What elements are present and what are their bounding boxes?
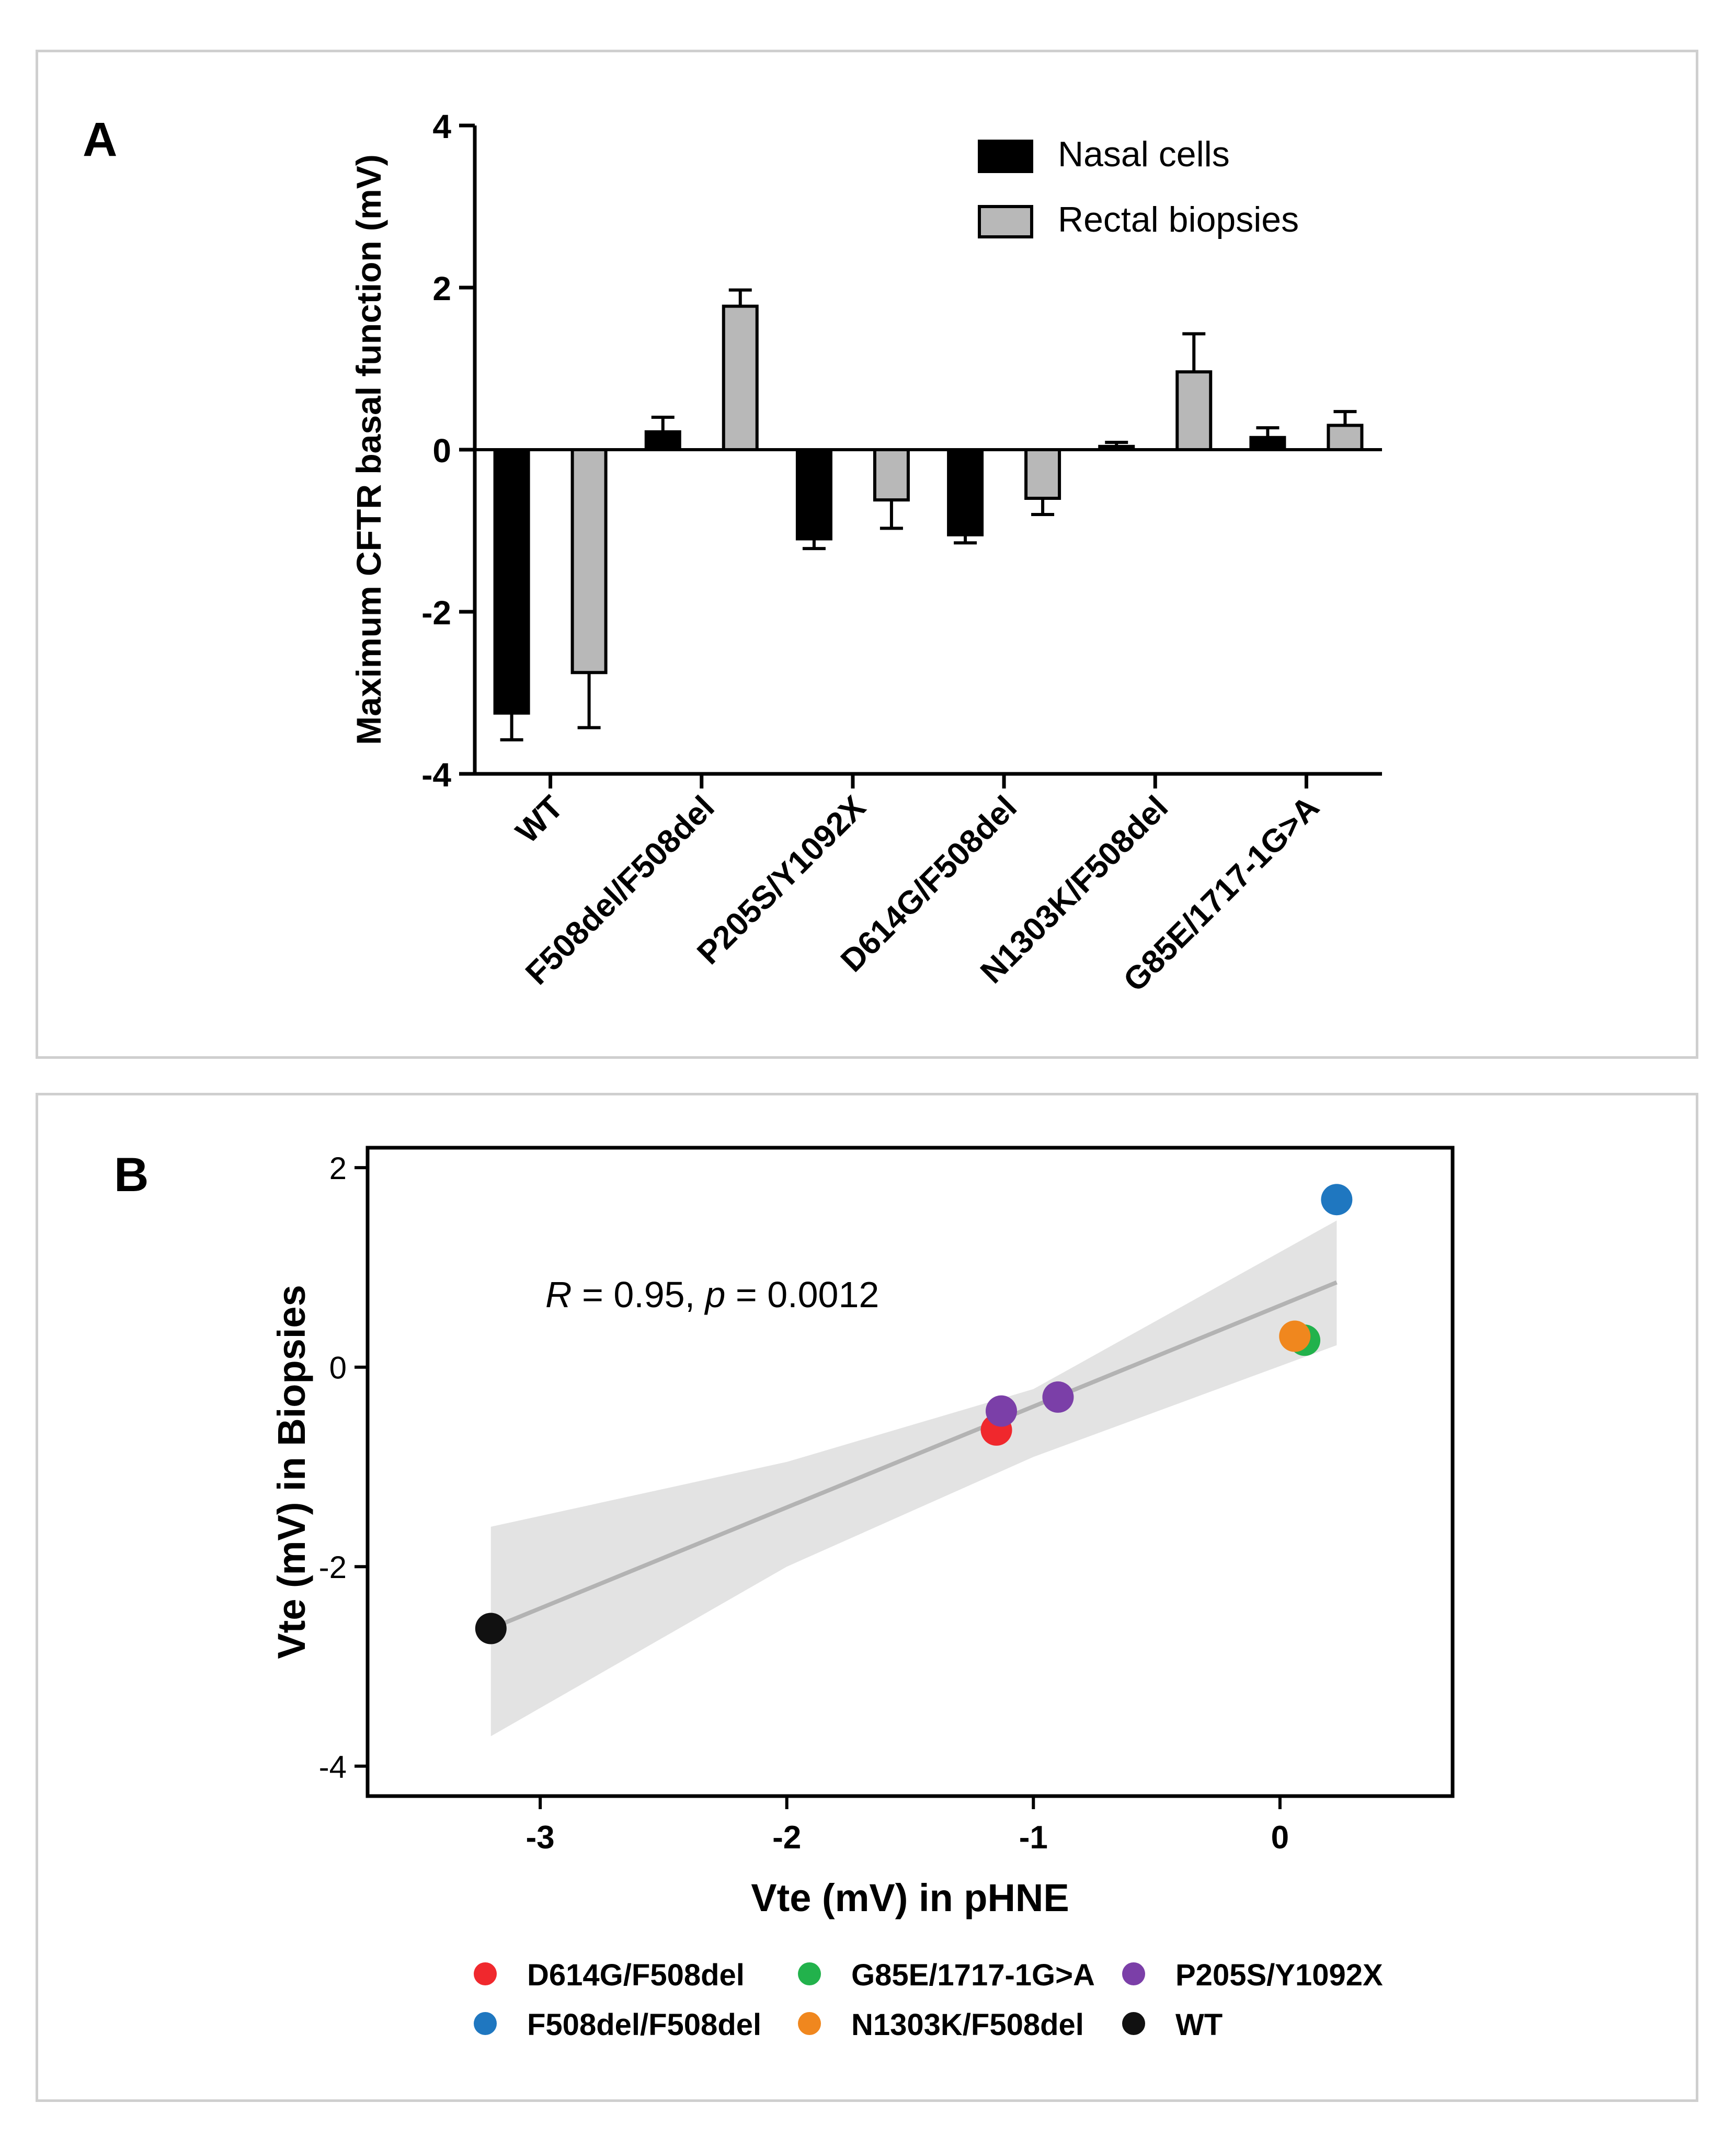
data-point <box>1279 1320 1311 1352</box>
bar <box>644 430 681 452</box>
legend-dot <box>474 2012 497 2035</box>
data-point <box>985 1395 1017 1427</box>
y-tick-label: 2 <box>432 270 451 307</box>
bar <box>493 448 530 715</box>
plot-frame <box>366 1146 1455 1798</box>
x-tick-label: -2 <box>772 1820 801 1856</box>
y-tick-label: 2 <box>329 1151 347 1186</box>
bar <box>947 448 984 536</box>
bar <box>1249 436 1286 451</box>
bar-chart: -4 -2 0 2 4 Maximum CFTR basal function (mV) W… <box>349 108 1382 999</box>
bar <box>1175 370 1213 452</box>
data-point <box>475 1613 507 1644</box>
bar <box>722 304 759 451</box>
legend-dot <box>798 2012 821 2035</box>
annotation-part: p <box>704 1274 725 1315</box>
scatter-chart: -3 -2 -1 0 -4 -2 0 2 Vte (mV) in pHNE Vte (mV) in… <box>270 1146 1455 2042</box>
x-tick-label: -3 <box>526 1820 555 1856</box>
annotation-part: = 0.95, <box>572 1274 705 1315</box>
legend-dot <box>474 1962 497 1985</box>
legend-label: N1303K/F508del <box>851 2008 1084 2042</box>
legend-dot <box>1122 1962 1145 1985</box>
panel-a: A -4 -2 0 2 4 Maximum CFTR basal function (mV… <box>36 50 1698 1059</box>
panel-b: B -3 -2 -1 0 -4 -2 0 2 Vte (mV) in pHNE Vte (mV) … <box>36 1093 1698 2102</box>
legend-label: Nasal cells <box>1058 134 1230 174</box>
x-tick-label: WT <box>509 789 570 850</box>
legend-label: F508del/F508del <box>527 2008 761 2042</box>
data-point <box>1042 1381 1074 1413</box>
legend-dot <box>798 1962 821 1985</box>
y-axis-title: Maximum CFTR basal function (mV) <box>349 154 388 745</box>
legend-label: P205S/Y1092X <box>1175 1958 1383 1992</box>
bar <box>1327 424 1364 451</box>
y-axis-title: Vte (mV) in Biopsies <box>270 1285 313 1659</box>
legend-swatch <box>978 205 1033 238</box>
bar <box>570 448 608 675</box>
regression-line <box>490 1280 1338 1631</box>
y-tick-label: 4 <box>432 108 451 145</box>
bar <box>1098 444 1135 451</box>
data-point <box>1321 1184 1353 1216</box>
panel-a-label: A <box>83 113 118 166</box>
correlation-annotation: R = 0.95, p = 0.0012 <box>545 1274 879 1315</box>
x-tick-label: -1 <box>1019 1820 1048 1856</box>
legend-label: D614G/F508del <box>527 1958 745 1992</box>
bar <box>795 448 832 541</box>
panel-b-label: B <box>114 1148 149 1202</box>
x-tick-label: 0 <box>1271 1820 1289 1856</box>
legend-swatch <box>978 140 1033 173</box>
confidence-band <box>490 1220 1337 1736</box>
y-tick-label: 0 <box>432 432 451 470</box>
y-tick-label: -4 <box>319 1750 347 1785</box>
y-tick-label: 0 <box>329 1351 347 1386</box>
bar <box>873 448 910 502</box>
annotation-part: = 0.0012 <box>725 1274 879 1315</box>
annotation-part: R <box>545 1274 572 1315</box>
x-axis-title: Vte (mV) in pHNE <box>751 1876 1069 1919</box>
y-tick-label: -2 <box>319 1550 347 1585</box>
y-tick-label: -4 <box>421 756 451 794</box>
legend-label: WT <box>1175 2008 1223 2042</box>
y-tick-label: -2 <box>421 594 451 632</box>
legend-label: G85E/1717-1G>A <box>851 1958 1095 1992</box>
legend-dot <box>1122 2012 1145 2035</box>
legend-label: Rectal biopsies <box>1058 200 1299 239</box>
bar <box>1024 448 1061 500</box>
